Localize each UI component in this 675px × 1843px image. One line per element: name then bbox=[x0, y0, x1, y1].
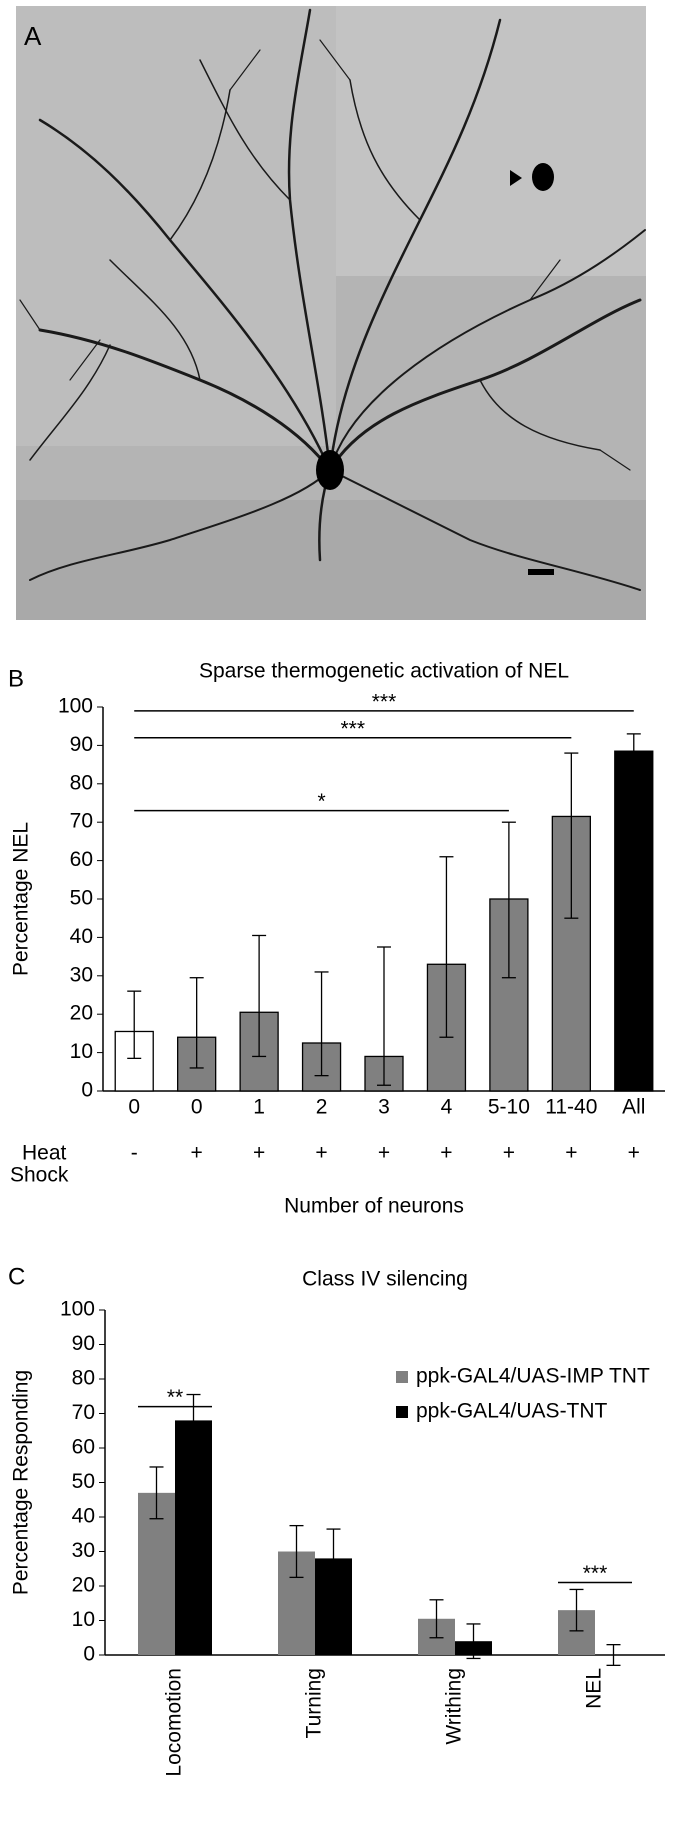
y-tick-label: 20 bbox=[70, 1002, 93, 1025]
significance-label: *** bbox=[583, 1562, 608, 1585]
y-tick-label: 100 bbox=[58, 695, 93, 718]
cell-body bbox=[316, 450, 344, 490]
heat-shock-mark: + bbox=[440, 1142, 452, 1165]
panel-label: C bbox=[8, 1263, 25, 1290]
y-tick-label: 40 bbox=[72, 1505, 95, 1528]
significance-label: ** bbox=[167, 1386, 183, 1409]
row-label: Heat bbox=[22, 1142, 67, 1165]
heat-shock-mark: + bbox=[315, 1142, 327, 1165]
y-tick-label: 0 bbox=[83, 1643, 95, 1666]
error-bar bbox=[189, 977, 204, 1069]
error-bar bbox=[149, 1466, 164, 1520]
heat-shock-mark: + bbox=[253, 1142, 265, 1165]
y-tick-label: 80 bbox=[70, 771, 93, 794]
y-axis-label: Percentage NEL bbox=[10, 822, 33, 976]
heat-shock-mark: - bbox=[131, 1142, 138, 1165]
x-tick-label: Writhing bbox=[443, 1668, 466, 1745]
x-tick-label: All bbox=[622, 1096, 645, 1119]
x-tick-label: Turning bbox=[303, 1668, 326, 1738]
image-tile bbox=[16, 500, 646, 620]
y-tick-label: 90 bbox=[70, 733, 93, 756]
panel-label: B bbox=[8, 665, 24, 692]
y-tick-label: 70 bbox=[70, 810, 93, 833]
error-bar bbox=[429, 1599, 444, 1639]
y-tick-label: 60 bbox=[72, 1436, 95, 1459]
heat-shock-mark: + bbox=[191, 1142, 203, 1165]
row-label: Shock bbox=[10, 1164, 69, 1187]
x-tick-label: Locomotion bbox=[163, 1668, 186, 1777]
error-bar bbox=[314, 971, 329, 1077]
heat-shock-mark: + bbox=[565, 1142, 577, 1165]
legend-swatch bbox=[396, 1406, 408, 1418]
x-tick-label: 11-40 bbox=[545, 1096, 597, 1119]
significance-label: *** bbox=[341, 717, 366, 740]
y-tick-label: 10 bbox=[72, 1608, 95, 1631]
x-tick-label: 0 bbox=[191, 1096, 203, 1119]
panel-label: A bbox=[24, 21, 42, 51]
error-bar bbox=[377, 946, 391, 1086]
error-bar bbox=[626, 733, 641, 773]
legend-swatch bbox=[396, 1371, 408, 1383]
x-axis-label: Number of neurons bbox=[284, 1195, 464, 1218]
heat-shock-mark: + bbox=[503, 1142, 515, 1165]
y-tick-label: 70 bbox=[72, 1401, 95, 1424]
x-tick-label: 3 bbox=[378, 1096, 390, 1119]
micrograph: A bbox=[16, 6, 646, 620]
x-tick-label: 1 bbox=[253, 1096, 265, 1119]
y-tick-label: 100 bbox=[60, 1298, 95, 1321]
error-bar bbox=[439, 856, 454, 1038]
x-tick-label: 0 bbox=[128, 1096, 140, 1119]
chart-title: Class IV silencing bbox=[302, 1268, 468, 1291]
bar bbox=[175, 1420, 212, 1655]
y-tick-label: 90 bbox=[72, 1332, 95, 1355]
error-bar bbox=[466, 1623, 481, 1660]
image-tile bbox=[16, 6, 336, 446]
arrowhead bbox=[510, 170, 522, 186]
y-tick-label: 40 bbox=[70, 925, 93, 948]
y-tick-label: 80 bbox=[72, 1367, 95, 1390]
y-axis-label: Percentage Responding bbox=[10, 1370, 33, 1595]
error-bar bbox=[564, 752, 579, 919]
error-bar bbox=[606, 1644, 621, 1666]
significance-label: * bbox=[317, 790, 325, 813]
heat-shock-mark: + bbox=[378, 1142, 390, 1165]
legend-label: ppk-GAL4/UAS-TNT bbox=[416, 1400, 608, 1423]
error-bar bbox=[501, 821, 516, 979]
x-tick-label: NEL bbox=[583, 1668, 606, 1709]
image-tile bbox=[336, 6, 646, 276]
y-tick-label: 60 bbox=[70, 848, 93, 871]
error-bar bbox=[127, 990, 142, 1060]
error-bar bbox=[569, 1588, 584, 1632]
error-bar bbox=[326, 1528, 341, 1589]
y-tick-label: 50 bbox=[72, 1470, 95, 1493]
cell-body bbox=[532, 163, 554, 191]
error-bar bbox=[289, 1524, 304, 1579]
y-tick-label: 20 bbox=[72, 1574, 95, 1597]
dendrites bbox=[19, 8, 646, 591]
x-tick-label: 2 bbox=[316, 1096, 328, 1119]
error-bar bbox=[252, 934, 267, 1058]
bar bbox=[614, 750, 654, 1092]
y-tick-label: 0 bbox=[81, 1079, 93, 1102]
x-tick-label: 4 bbox=[441, 1096, 453, 1119]
bar bbox=[138, 1492, 175, 1655]
heat-shock-mark: + bbox=[628, 1142, 640, 1165]
significance-label: *** bbox=[372, 690, 397, 713]
y-tick-label: 30 bbox=[72, 1539, 95, 1562]
y-tick-label: 50 bbox=[70, 887, 93, 910]
x-tick-label: 5-10 bbox=[488, 1096, 530, 1119]
chart-title: Sparse thermogenetic activation of NEL bbox=[199, 660, 569, 683]
scale-bar bbox=[528, 569, 554, 575]
legend-label: ppk-GAL4/UAS-IMP TNT bbox=[416, 1365, 650, 1388]
y-tick-label: 10 bbox=[70, 1040, 93, 1063]
error-bar bbox=[186, 1393, 201, 1447]
y-tick-label: 30 bbox=[70, 963, 93, 986]
